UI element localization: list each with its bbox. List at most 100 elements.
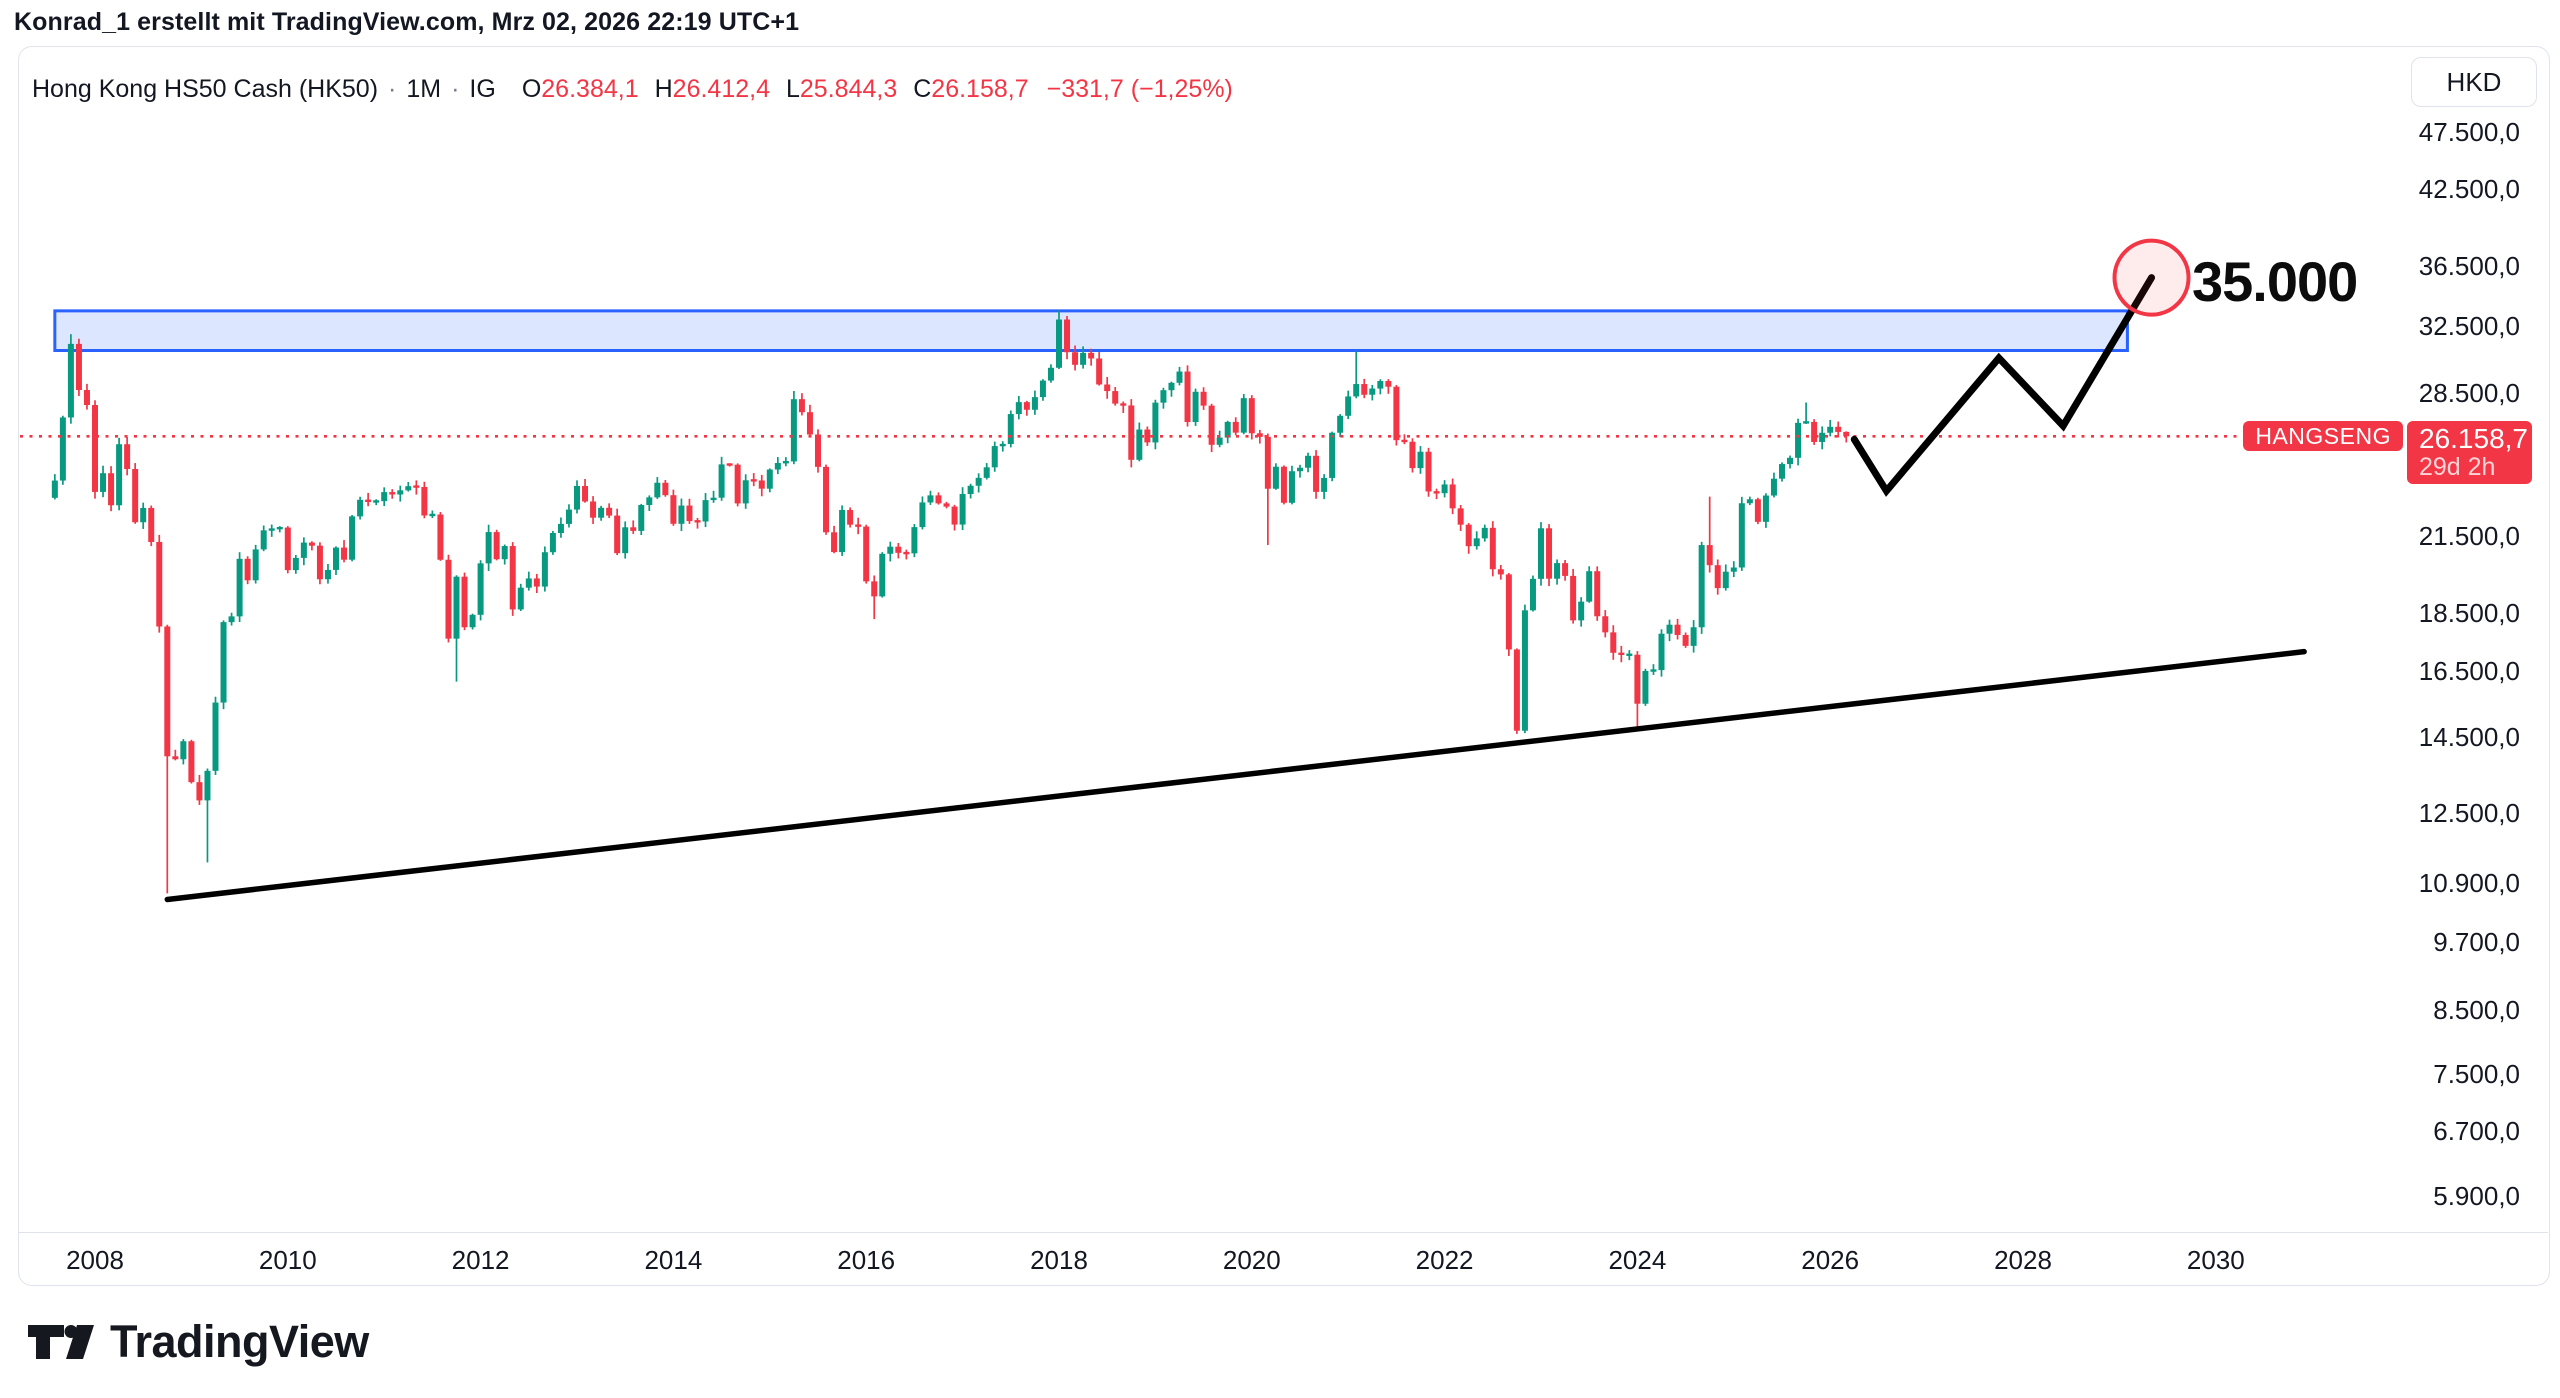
interval-label[interactable]: 1M: [406, 74, 442, 103]
candle-body: [1706, 545, 1713, 566]
candle-body: [1023, 402, 1030, 410]
candle-body: [1835, 426, 1842, 432]
candle-body: [1441, 484, 1448, 494]
candle-body: [1594, 571, 1601, 617]
candle-body: [750, 479, 757, 482]
candle-body: [590, 501, 597, 518]
candle-body: [316, 545, 323, 580]
time-tick-label: 2008: [66, 1245, 124, 1275]
candle-body: [1827, 426, 1834, 433]
time-tick-label: 2024: [1608, 1245, 1667, 1275]
candle-body: [1787, 457, 1794, 465]
candle-body: [1080, 352, 1087, 365]
candle-body: [349, 516, 356, 560]
resistance-zone[interactable]: [53, 309, 2129, 352]
symbol-header: Hong Kong HS50 Cash (HK50) · 1M · IG O 26…: [32, 72, 1233, 106]
candle-body: [1232, 421, 1239, 433]
open-label: O: [521, 74, 542, 103]
candle-body: [1313, 455, 1320, 492]
candle-body: [1754, 499, 1761, 522]
candle-body: [1361, 384, 1368, 395]
separator-dot: ·: [451, 74, 460, 103]
candle-body: [654, 482, 661, 498]
time-tick-label: 2012: [451, 1245, 510, 1275]
candle-body: [1272, 466, 1279, 489]
candle-body: [1762, 495, 1769, 522]
candle-body: [1546, 528, 1553, 579]
candle-body: [373, 500, 380, 503]
time-tick-label: 2030: [2186, 1245, 2245, 1275]
candle-body: [437, 514, 444, 560]
candle-body: [895, 546, 902, 553]
candle-body: [485, 532, 492, 564]
candle-body: [1843, 431, 1850, 437]
candle-body: [204, 770, 211, 801]
candle-body: [1497, 569, 1504, 575]
candle-body: [582, 485, 589, 502]
candle-body: [1296, 467, 1303, 472]
candle-body: [292, 557, 299, 571]
candle-body: [1666, 624, 1673, 634]
candle-body: [662, 482, 669, 496]
candle-body: [260, 530, 267, 550]
candle-body: [1465, 524, 1472, 547]
broker-label[interactable]: IG: [469, 74, 496, 103]
candle-body: [766, 469, 773, 489]
candle-body: [710, 497, 717, 501]
candle-body: [614, 515, 621, 554]
candle-body: [919, 502, 926, 528]
candle-body: [124, 444, 131, 470]
candle-body: [758, 480, 765, 489]
candle-body: [1152, 402, 1159, 443]
candle-body: [1529, 578, 1536, 611]
candle-body: [220, 622, 227, 703]
candle-body: [1007, 414, 1014, 445]
candle-body: [1176, 371, 1183, 383]
candle-body: [670, 495, 677, 524]
candle-body: [517, 587, 524, 610]
candle-body: [541, 552, 548, 587]
candle-body: [1513, 649, 1520, 731]
high-label: H: [654, 74, 673, 103]
bar-countdown: 29d 2h: [2419, 453, 2496, 482]
candle-body: [1064, 319, 1071, 353]
candle-body: [59, 417, 66, 481]
candle-body: [718, 464, 725, 498]
candle-body: [967, 485, 974, 494]
candle-body: [1730, 567, 1737, 572]
candle-body: [357, 499, 364, 517]
candle-body: [1369, 388, 1376, 395]
candle-body: [1224, 421, 1231, 438]
candle-body: [1803, 421, 1810, 424]
tradingview-logo[interactable]: TradingView: [28, 1316, 369, 1368]
candle-body: [108, 473, 115, 506]
candle-body: [951, 506, 958, 525]
close-label: C: [913, 74, 932, 103]
candle-body: [421, 486, 428, 516]
candle-body: [300, 542, 307, 558]
candle-body: [1120, 403, 1127, 406]
price-tick-label: 9.700,0: [2433, 927, 2520, 958]
candle-body: [1240, 398, 1247, 433]
candle-body: [1047, 367, 1054, 381]
price-tick-label: 5.900,0: [2433, 1180, 2520, 1211]
candle-body: [1088, 352, 1095, 359]
candle-body: [1216, 437, 1223, 445]
candle-body: [1770, 478, 1777, 496]
candle-body: [1031, 397, 1038, 410]
ascending-trendline[interactable]: [164, 648, 2307, 903]
projection-path[interactable]: [1850, 274, 2156, 497]
candle-body: [790, 399, 797, 462]
candle-body: [855, 524, 862, 527]
candles-layer: [51, 310, 1850, 894]
price-tick-label: 18.500,0: [2418, 597, 2520, 628]
currency-button[interactable]: HKD: [2411, 57, 2537, 107]
symbol-title[interactable]: Hong Kong HS50 Cash (HK50): [32, 74, 379, 103]
candle-body: [1112, 391, 1119, 404]
candle-body: [863, 526, 870, 582]
candle-body: [549, 532, 556, 553]
candle-body: [244, 558, 251, 581]
price-tick-label: 16.500,0: [2418, 656, 2520, 687]
target-circle[interactable]: [2112, 238, 2191, 317]
